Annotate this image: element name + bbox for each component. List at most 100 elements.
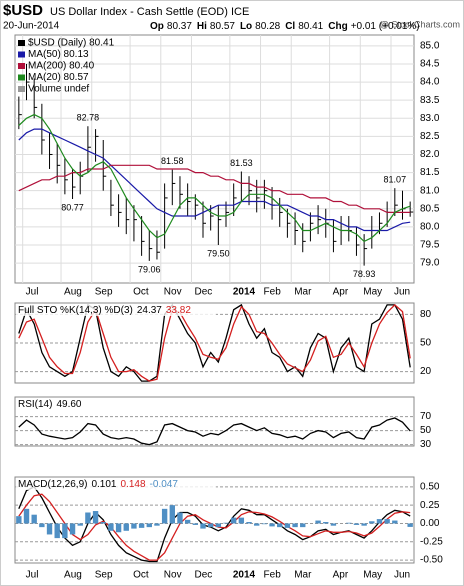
histogram-bar bbox=[300, 523, 306, 528]
legend-swatch bbox=[18, 74, 25, 81]
histogram-bar bbox=[315, 520, 321, 524]
legend-swatch bbox=[18, 63, 25, 69]
date: 20-Jun-2014 bbox=[3, 21, 60, 32]
histogram-bar bbox=[330, 523, 337, 526]
panel-title: Full STO %K(14,3) %D(3) 24.37 33.82 bbox=[18, 305, 191, 316]
x-tick-label: Dec bbox=[194, 287, 212, 298]
subtitle: US Dollar Index - Cash Settle (EOD) ICE bbox=[50, 6, 249, 18]
histogram-bar bbox=[146, 523, 152, 528]
x-tick-label: Mar bbox=[294, 570, 312, 581]
x-tick-label: Jul bbox=[26, 287, 39, 298]
legend-entry: 24.37 bbox=[137, 305, 162, 316]
histogram-bar bbox=[361, 523, 367, 526]
histogram-bar bbox=[184, 519, 191, 524]
panel-title-text: MACD(12,26,9) bbox=[18, 479, 87, 490]
histogram-bar bbox=[407, 523, 413, 527]
x-tick-label: 2014 bbox=[233, 570, 256, 581]
y-tick-label: 83.5 bbox=[420, 95, 440, 106]
quote-label: Hi bbox=[197, 21, 207, 32]
panel-frame bbox=[14, 476, 415, 564]
x-tick-label: Jun bbox=[394, 287, 410, 298]
y-tick-label: 80.0 bbox=[420, 222, 440, 233]
annotation: 79.50 bbox=[207, 248, 230, 258]
annotation: 79.06 bbox=[138, 264, 161, 274]
series-line bbox=[18, 128, 411, 232]
y-tick-label: 81.5 bbox=[420, 167, 440, 178]
legend-entry: 0.148 bbox=[121, 479, 146, 490]
panel-frame bbox=[14, 34, 415, 284]
x-tick-label: Aug bbox=[64, 287, 82, 298]
x-tick-label: Sep bbox=[95, 570, 113, 581]
histogram-bar bbox=[123, 523, 129, 531]
x-tick-label: Feb bbox=[264, 570, 282, 581]
histogram-bar bbox=[269, 523, 275, 527]
histogram-bar bbox=[215, 523, 222, 528]
y-tick-label: -0.25 bbox=[420, 536, 443, 547]
y-tick-label: 70 bbox=[420, 411, 432, 422]
histogram-bar bbox=[192, 523, 199, 525]
panel-title: MACD(12,26,9) 0.101 0.148 -0.047 bbox=[18, 479, 178, 490]
series-line bbox=[18, 417, 411, 446]
annotation: 81.58 bbox=[161, 156, 184, 166]
quote-label: Op bbox=[150, 21, 164, 32]
histogram-bar bbox=[246, 522, 252, 524]
quote-label: Cl bbox=[285, 21, 295, 32]
x-tick-label: Apr bbox=[333, 287, 349, 298]
credit: @ StockCharts.com bbox=[380, 19, 460, 29]
y-tick-label: 81.0 bbox=[420, 185, 440, 196]
legend-entry: MA(200) 80.40 bbox=[28, 61, 95, 72]
y-tick-label: 79.0 bbox=[420, 258, 440, 269]
histogram-bar bbox=[254, 523, 260, 526]
symbol: $USD bbox=[3, 2, 43, 19]
legend-entry: MA(20) 80.57 bbox=[28, 72, 89, 83]
x-tick-label: Aug bbox=[64, 570, 82, 581]
x-tick-label: 2014 bbox=[233, 287, 256, 298]
histogram-bar bbox=[138, 523, 145, 528]
histogram-bar bbox=[369, 521, 375, 524]
panel-title-text: RSI(14) bbox=[18, 399, 52, 410]
legend-swatch bbox=[18, 86, 25, 92]
histogram-bar bbox=[154, 523, 160, 526]
y-tick-label: 85.0 bbox=[420, 41, 440, 52]
legend-entry: 0.101 bbox=[91, 479, 116, 490]
x-tick-label: Oct bbox=[133, 570, 149, 581]
y-tick-label: 83.0 bbox=[420, 113, 440, 124]
histogram-bar bbox=[39, 523, 45, 528]
y-tick-label: 84.0 bbox=[420, 77, 440, 88]
legend-entry: Volume undef bbox=[28, 84, 89, 95]
title-bg bbox=[16, 304, 216, 316]
legend-swatch bbox=[18, 40, 25, 46]
histogram-bar bbox=[16, 516, 22, 524]
quote-value: 80.37 bbox=[167, 21, 192, 32]
series-line bbox=[18, 113, 411, 243]
x-tick-label: Sep bbox=[95, 287, 113, 298]
legend-entry: $USD (Daily) 80.41 bbox=[28, 38, 115, 49]
y-tick-label: 84.5 bbox=[420, 59, 440, 70]
histogram-bar bbox=[277, 523, 283, 528]
histogram-bar bbox=[392, 520, 398, 524]
title-bg bbox=[16, 398, 216, 410]
x-tick-label: Apr bbox=[333, 570, 349, 581]
histogram-bar bbox=[85, 512, 91, 524]
quote-value: 80.41 bbox=[298, 21, 323, 32]
histogram-bar bbox=[261, 523, 268, 525]
legend-entry: 33.82 bbox=[166, 305, 191, 316]
histogram-bar bbox=[323, 522, 329, 524]
histogram-bar bbox=[353, 523, 360, 525]
histogram-bar bbox=[223, 522, 229, 524]
histogram-bar bbox=[131, 523, 137, 529]
histogram-bar bbox=[100, 522, 106, 524]
y-tick-label: 30 bbox=[420, 439, 432, 450]
title-bg bbox=[16, 478, 216, 490]
series-line bbox=[18, 493, 411, 561]
histogram-bar bbox=[69, 523, 76, 535]
histogram-bar bbox=[92, 511, 99, 524]
y-tick-label: 0.25 bbox=[420, 500, 440, 511]
histogram-bar bbox=[292, 523, 298, 528]
panel-title-text: Full STO %K(14,3) %D(3) bbox=[18, 305, 133, 316]
y-tick-label: 0.50 bbox=[420, 482, 440, 493]
histogram-bar bbox=[46, 523, 53, 535]
legend-swatch bbox=[18, 51, 25, 58]
y-tick-label: -0.50 bbox=[420, 555, 443, 566]
